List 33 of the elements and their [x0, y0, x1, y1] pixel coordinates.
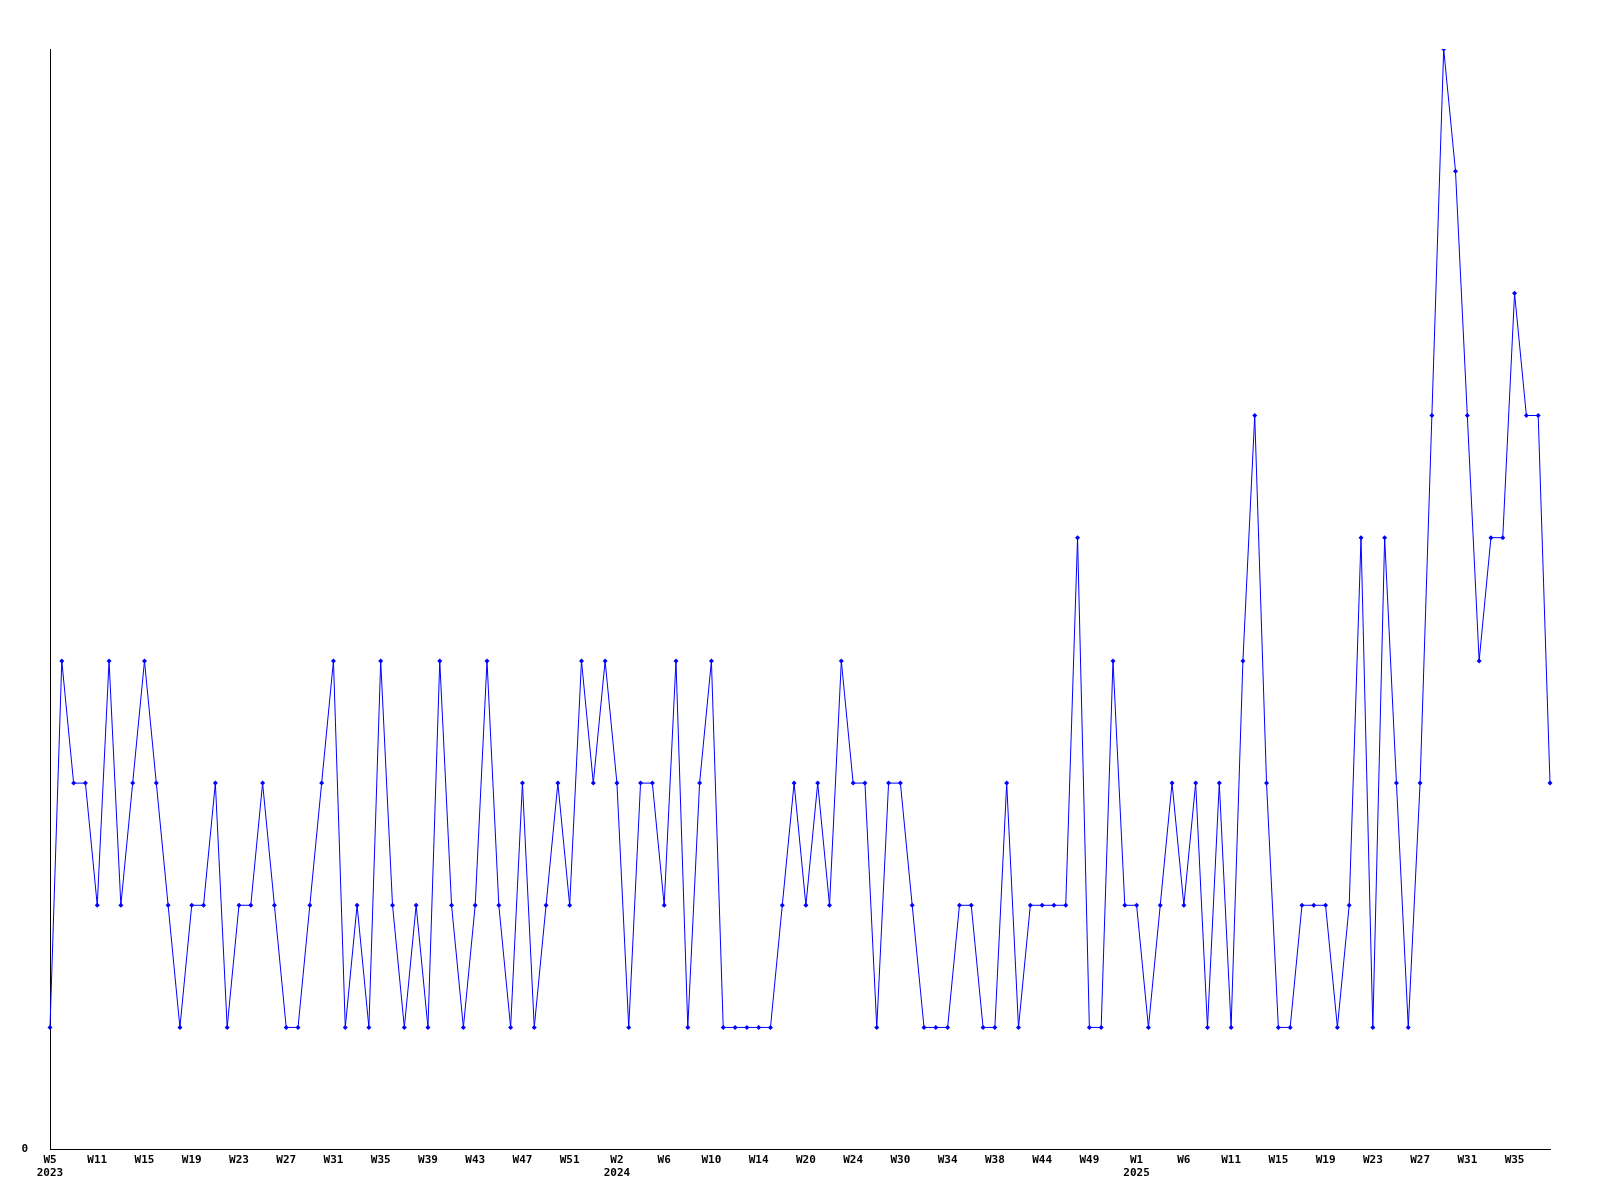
x-tick-label: W39: [418, 1153, 438, 1167]
x-tick-label: W6: [1177, 1153, 1191, 1167]
x-tick-label: W34: [937, 1153, 958, 1167]
x-tick-label: W5 2023: [36, 1153, 64, 1180]
x-tick-label: W44: [1032, 1153, 1053, 1167]
x-tick-label: W27: [276, 1153, 297, 1167]
x-tick-label: W38: [984, 1153, 1005, 1167]
x-tick-label: W30: [890, 1153, 911, 1167]
x-tick-label: W47: [512, 1153, 533, 1167]
x-tick-label: W51: [559, 1153, 580, 1167]
x-tick-label: W35: [370, 1153, 391, 1167]
x-tick-label: W20: [795, 1153, 816, 1167]
x-tick-label: W10: [701, 1153, 722, 1167]
x-tick-label: W49: [1079, 1153, 1100, 1167]
x-tick-label: W31: [1457, 1153, 1478, 1167]
x-tick-label: W35: [1504, 1153, 1525, 1167]
x-tick-label: W23: [229, 1153, 249, 1167]
x-tick-label: W15: [1268, 1153, 1289, 1167]
x-tick-label: W23: [1362, 1153, 1383, 1167]
x-tick-label: W19: [181, 1153, 202, 1167]
x-tick-label: W31: [323, 1153, 344, 1167]
x-tick-label: W2 2024: [603, 1153, 631, 1180]
x-tick-label: W1 2025: [1123, 1153, 1150, 1180]
text: 0: [21, 1142, 28, 1156]
x-tick-label: W19: [1315, 1153, 1336, 1167]
x-tick-label: W27: [1410, 1153, 1431, 1167]
x-tick-label: W14: [748, 1153, 769, 1167]
x-tick-label: W11: [1221, 1153, 1242, 1167]
x-tick-label: W24: [843, 1153, 864, 1167]
x-tick-label: W11: [87, 1153, 108, 1167]
x-tick-label: W43: [465, 1153, 486, 1167]
x-tick-label: W15: [134, 1153, 155, 1167]
x-tick-label: W6: [657, 1153, 672, 1167]
